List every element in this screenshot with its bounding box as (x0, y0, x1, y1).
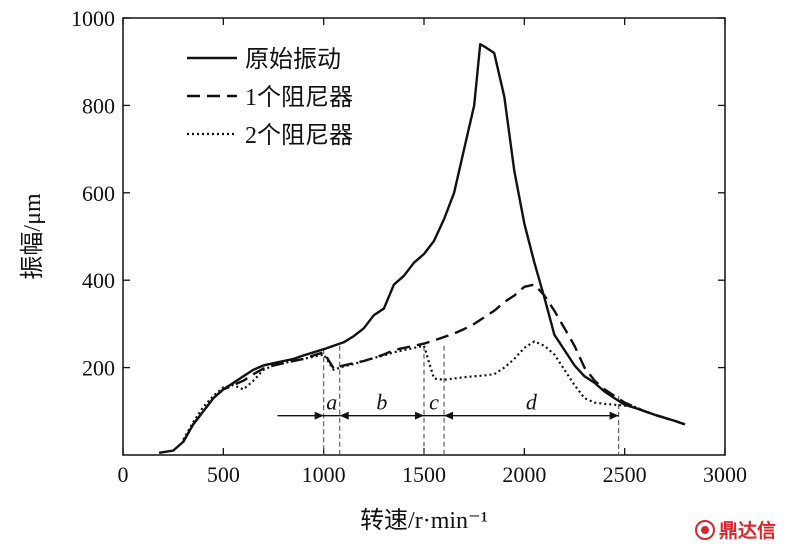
watermark: 鼎达信 (694, 516, 776, 543)
x-tick-label: 0 (118, 462, 129, 487)
y-tick-label: 400 (82, 268, 115, 293)
region-arrowhead (444, 411, 454, 420)
y-tick-label: 1000 (71, 6, 115, 31)
y-tick-label: 600 (82, 181, 115, 206)
x-tick-label: 500 (207, 462, 240, 487)
watermark-text: 鼎达信 (718, 520, 776, 542)
x-tick-label: 2000 (502, 462, 546, 487)
y-axis-title: 振幅/μm (19, 193, 46, 280)
region-arrowhead (415, 411, 424, 420)
x-tick-label: 1500 (402, 462, 446, 487)
regions-layer: a b c d (277, 345, 620, 455)
watermark-logo-icon (694, 519, 715, 540)
region-label-a: a (326, 390, 337, 415)
series-layer (158, 43, 686, 454)
x-tick-label: 3000 (703, 462, 747, 487)
x-tick-label: 1000 (302, 462, 346, 487)
axis-titles: 转速/r·min⁻¹ 振幅/μm (19, 193, 488, 534)
region-label-b: b (376, 390, 387, 415)
region-arrowhead (609, 411, 619, 420)
y-tick-label: 800 (82, 93, 115, 118)
region-label-d: d (526, 390, 538, 415)
series-line-3 (182, 340, 686, 441)
y-tick-label: 200 (82, 356, 115, 381)
x-axis-title: 转速/r·min⁻¹ (360, 507, 488, 534)
x-tick-label: 2500 (603, 462, 647, 487)
legend-label-3: 2个阻尼器 (245, 122, 353, 149)
legend-label-1: 原始振动 (245, 46, 341, 73)
region-arrowhead (314, 411, 324, 420)
legend-label-2: 1个阻尼器 (245, 84, 353, 111)
legend: 原始振动 1个阻尼器 2个阻尼器 (187, 46, 353, 149)
axes-layer: 0 500 1000 1500 2000 2500 3000 200 400 600 800 1000 (71, 6, 747, 487)
series-line-1 (158, 43, 686, 454)
region-label-c: c (429, 390, 439, 415)
series-line-2 (182, 283, 686, 443)
region-arrowhead (339, 411, 349, 420)
